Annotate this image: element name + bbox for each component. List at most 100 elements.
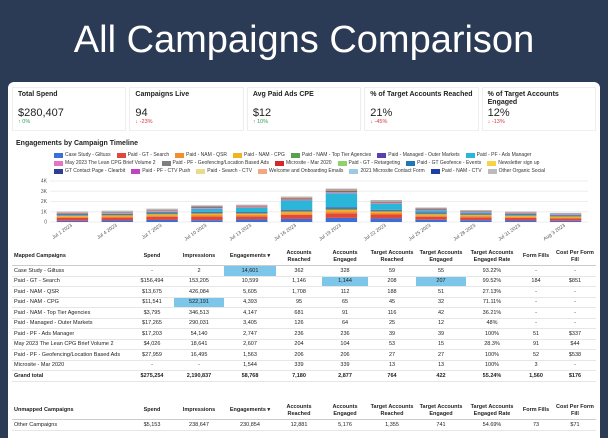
column-header: Impressions: [174, 402, 224, 420]
bar-segment: [56, 215, 89, 216]
bar-segment: [280, 214, 313, 219]
table-cell: 15: [416, 339, 466, 350]
bar-segment: [280, 213, 313, 215]
table-cell: $538: [554, 349, 596, 361]
bar-segment: [370, 212, 402, 215]
table-cell: 104: [322, 339, 368, 350]
table-cell: -: [554, 286, 596, 298]
column-header: Accounts Reached: [276, 402, 322, 420]
table-cell: 39: [368, 328, 416, 340]
bar-segment: [415, 215, 447, 217]
table-cell: 2,607: [224, 339, 276, 350]
kpi-card: % of Target Accounts Reached 21% ↓ -45%: [364, 87, 479, 131]
table-cell: Microsite - Mar 2020: [12, 360, 130, 371]
bar-segment: [236, 214, 268, 217]
x-tick-label: Jul 22 2023: [363, 223, 388, 243]
bar-segment: [415, 214, 447, 216]
table-cell: 1,144: [322, 276, 368, 287]
bar-segment: [236, 212, 268, 213]
table-cell: 32: [416, 297, 466, 308]
bar-segment: [505, 213, 537, 215]
chart-title: Engagements by Campaign Timeline: [16, 140, 139, 147]
table-cell: 73: [518, 419, 554, 431]
table-cell: 112: [322, 286, 368, 298]
column-header: Impressions: [174, 248, 224, 266]
kpi-label: % of Target Accounts Engaged: [487, 91, 559, 106]
bar-segment: [415, 209, 447, 211]
total-cell: 764: [368, 370, 416, 382]
table-cell: 236: [322, 328, 368, 340]
legend-swatch: [54, 168, 63, 174]
table-cell: 48%: [466, 318, 518, 329]
bar-segment: [280, 199, 313, 201]
bar-segment: [146, 210, 178, 212]
table-cell: 25: [368, 318, 416, 329]
y-tick-label: 1K: [41, 209, 48, 215]
table-cell: 51: [518, 328, 554, 340]
kpi-value: $12: [252, 107, 272, 119]
legend-swatch: [54, 160, 63, 166]
legend-label: 2021 Microsite Contact Form: [360, 168, 425, 174]
table-cell: $4,026: [130, 339, 174, 350]
bar-segment: [236, 207, 268, 208]
total-cell: 1,560: [518, 370, 554, 382]
bar-segment: [191, 215, 223, 217]
x-tick-label: Jul 25 2023: [408, 223, 433, 243]
bar-segment: [505, 220, 537, 222]
kpi-delta: ↓ -45%: [370, 119, 388, 125]
kpi-card: Total Spend $280,407 ↑ 0%: [12, 87, 127, 131]
legend-item: Paid - PF - Ads Manager: [465, 152, 531, 158]
bar-segment: [146, 219, 178, 222]
bar-segment: [415, 213, 447, 215]
bar-segment: [460, 214, 492, 216]
table-row: Paid - GT - Search $156,494 153,205 10,599 1…: [12, 276, 596, 287]
kpi-label: Campaigns Live: [135, 91, 190, 98]
table-cell: 207: [416, 276, 466, 287]
bar-segment: [325, 192, 358, 194]
table-cell: $17,203: [130, 328, 174, 340]
bar-segment: [325, 207, 358, 209]
legend-label: Paid - NAM - QSR: [186, 152, 228, 158]
column-header: Target Accounts Reached: [368, 402, 416, 420]
total-cell: Grand total: [12, 370, 130, 382]
legend-swatch: [175, 152, 185, 158]
bar-segment: [370, 209, 402, 211]
table-cell: 522,191: [174, 297, 224, 308]
column-header: Target Accounts Engaged: [416, 248, 466, 266]
table-cell: $5,153: [130, 419, 174, 431]
bar-segment: [101, 220, 133, 222]
bar-segment: [460, 215, 492, 217]
total-cell: 422: [416, 370, 466, 382]
legend-swatch: [258, 168, 268, 174]
legend-item: Paid - Managed - Outer Markets: [377, 152, 460, 158]
bar-segment: [460, 216, 492, 218]
table-cell: 290,031: [174, 318, 224, 329]
column-header: Mapped Campaigns: [12, 248, 130, 266]
bar-segment: [415, 216, 447, 220]
x-tick-label: Jul 4 2023: [96, 223, 119, 241]
column-header: Cost Per Form Fill: [554, 248, 596, 266]
table-cell: 4,147: [224, 307, 276, 319]
legend-swatch: [406, 160, 416, 166]
legend-label: Welcome and Onboarding Emails: [269, 168, 344, 174]
table-cell: 1,355: [368, 419, 416, 431]
table-cell: 64: [322, 318, 368, 329]
table-cell: 741: [416, 419, 466, 431]
table-cell: 126: [276, 318, 322, 329]
table-cell: 5,605: [224, 286, 276, 298]
table-cell: -: [130, 360, 174, 371]
legend-item: Case Study - Giltuss: [54, 152, 111, 158]
table-cell: 59: [368, 265, 416, 277]
bar-segment: [146, 215, 178, 217]
bar-segment: [101, 213, 133, 214]
kpi-label: Avg Paid Ads CPE: [252, 91, 314, 98]
bar-segment: [370, 218, 402, 222]
total-cell: 2,877: [322, 370, 368, 382]
bar-segment: [370, 203, 402, 210]
legend-item: Paid - NAM - Top Tier Agencies: [290, 152, 371, 158]
kpi-delta: ↓ -13%: [487, 119, 505, 125]
table-row: Microsite - Mar 2020- -1,544 339 339 13 13 100…: [12, 360, 596, 371]
bar-segment: [236, 213, 268, 215]
table-row: Paid - Managed - Outer Markets $17,265 290…: [12, 318, 596, 329]
